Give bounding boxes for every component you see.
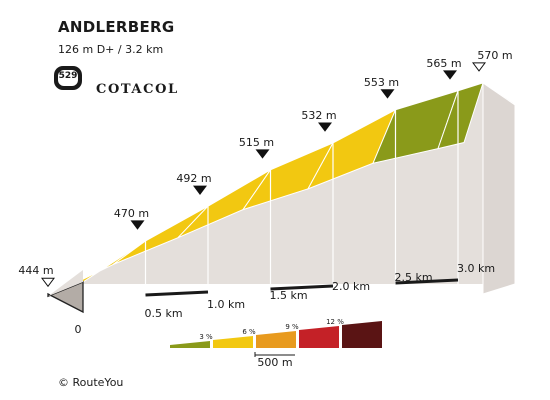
distance-tick-label: 1.5 km (269, 289, 307, 302)
brand-name: COTACOL (96, 82, 179, 97)
distance-tick-label: 0 (75, 323, 82, 336)
profile-end-cap (482, 81, 516, 295)
distance-tick-label: 2.0 km (332, 280, 370, 293)
elevation-marker-icon (130, 220, 145, 230)
climb-number-badge-inner: 529 (58, 70, 78, 86)
gradient-legend: 3 % 6 % 9 % 12 % 500 m (170, 318, 382, 369)
elevation-label: 532 m (301, 109, 336, 122)
road-surface-segment (437, 82, 484, 150)
profile-front-face (47, 281, 84, 314)
scale-bar-label: 500 m (257, 356, 292, 369)
gradient-legend-label: 9 % (285, 323, 299, 331)
gradient-legend-swatch (213, 336, 253, 348)
profile-back-layer (47, 81, 516, 297)
elevation-label: 444 m (18, 264, 53, 277)
gradient-legend-label: 6 % (242, 328, 256, 336)
copyright-icon: © (58, 376, 69, 389)
profile-front-layer (47, 270, 84, 314)
elevation-marker-icon (318, 122, 332, 132)
distance-axis: 0 0.5 km 1.0 km 1.5 km 2.0 km 2.5 km 3.0 km (75, 262, 496, 336)
base-bar (145, 290, 209, 297)
profile-front-wedge (48, 270, 83, 297)
credit-text: RouteYou (72, 376, 124, 389)
elevation-marker-icon (193, 185, 207, 195)
climb-number-badge: 529 (54, 66, 82, 90)
elevation-label: 515 m (239, 136, 274, 149)
elevation-label: 470 m (114, 207, 149, 220)
distance-tick-label: 2.5 km (394, 271, 432, 284)
profile-dividers (144, 90, 459, 288)
gradient-legend-label: 12 % (326, 318, 344, 326)
elevation-label: 492 m (176, 172, 211, 185)
elevation-label: 570 m (477, 49, 512, 62)
base-bar (395, 278, 459, 285)
elevation-label: 553 m (364, 76, 399, 89)
gradient-legend-swatch (299, 326, 339, 348)
climb-number: 529 (58, 71, 78, 81)
elevation-marker-icon (380, 89, 395, 99)
base-bar (270, 284, 334, 291)
gradient-legend-swatch (170, 341, 210, 348)
climb-title: ANDLERBERG (58, 18, 175, 36)
elevation-marker-icon (472, 62, 486, 72)
gradient-legend-label: 3 % (199, 333, 213, 341)
footer-credit: © RouteYou (58, 376, 123, 389)
elevation-labels: 444 m 470 m 492 m 515 m 532 m 553 m 565 m 570 m (18, 49, 513, 288)
elevation-marker-icon (41, 277, 55, 288)
distance-tick-label: 3.0 km (457, 262, 495, 275)
distance-tick-label: 0.5 km (144, 307, 182, 320)
gradient-legend-swatch (342, 321, 382, 348)
elevation-marker-icon (443, 70, 457, 80)
gradient-legend-swatch (256, 331, 296, 348)
climb-stats: 126 m D+ / 3.2 km (58, 43, 164, 56)
distance-tick-label: 1.0 km (207, 298, 245, 311)
elevation-marker-icon (255, 149, 270, 159)
elevation-label: 565 m (426, 57, 461, 70)
